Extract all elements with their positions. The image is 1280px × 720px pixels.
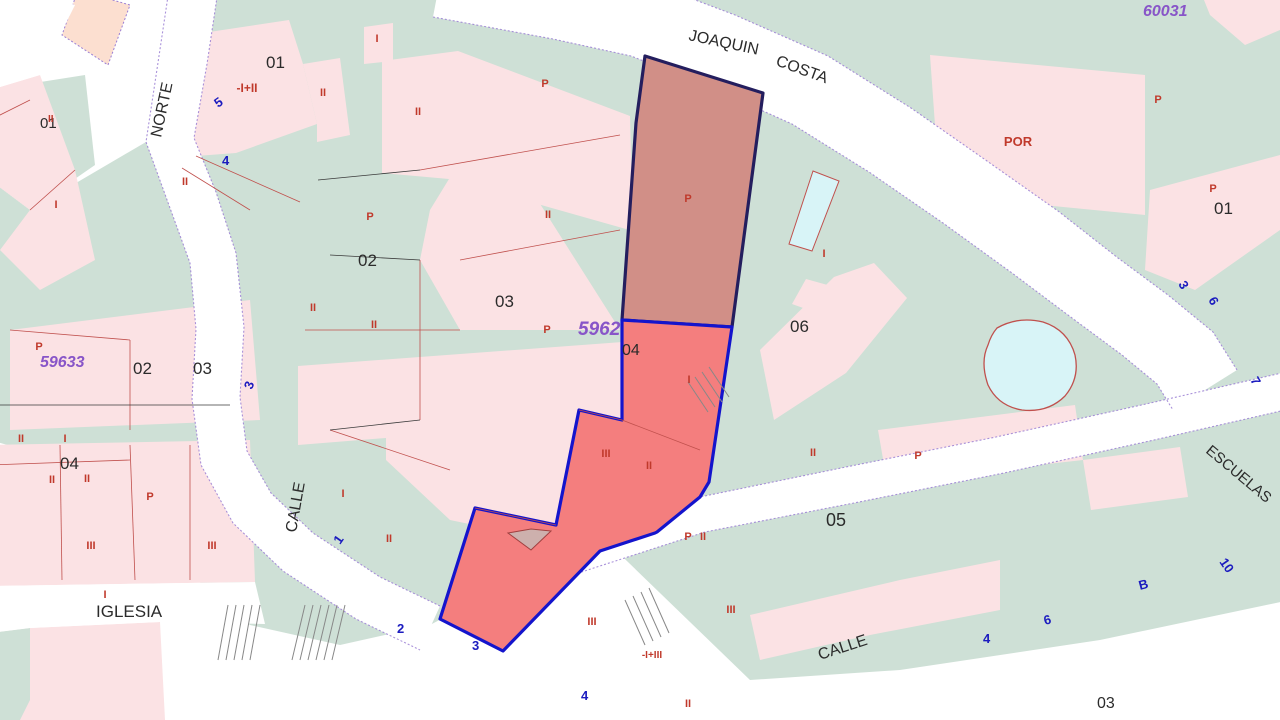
svg-text:02: 02 — [133, 359, 152, 378]
svg-text:4: 4 — [222, 153, 230, 168]
svg-text:P: P — [146, 491, 153, 503]
svg-text:01: 01 — [1214, 199, 1233, 218]
svg-text:I: I — [103, 589, 106, 601]
svg-text:59633: 59633 — [40, 354, 85, 371]
svg-text:II: II — [646, 460, 652, 472]
svg-text:2: 2 — [397, 621, 404, 636]
svg-text:P: P — [684, 531, 691, 543]
svg-text:03: 03 — [495, 292, 514, 311]
svg-text:II: II — [310, 302, 316, 314]
svg-text:03: 03 — [1097, 695, 1115, 712]
svg-text:03: 03 — [193, 359, 212, 378]
svg-text:II: II — [545, 209, 551, 221]
svg-text:P: P — [914, 450, 921, 462]
svg-text:II: II — [415, 106, 421, 118]
svg-text:II: II — [700, 531, 706, 543]
svg-text:POR: POR — [1004, 134, 1033, 149]
svg-text:I: I — [54, 199, 57, 211]
svg-text:I: I — [63, 433, 66, 445]
svg-text:III: III — [726, 604, 735, 616]
svg-text:IGLESIA: IGLESIA — [96, 602, 163, 621]
svg-text:60031: 60031 — [1143, 3, 1188, 20]
svg-text:4: 4 — [983, 631, 991, 646]
svg-text:II: II — [18, 433, 24, 445]
svg-text:06: 06 — [790, 317, 809, 336]
svg-text:01: 01 — [266, 53, 285, 72]
svg-text:II: II — [84, 473, 90, 485]
svg-text:P: P — [366, 211, 373, 223]
svg-text:04: 04 — [60, 454, 79, 473]
svg-text:5962: 5962 — [578, 319, 621, 340]
svg-text:P: P — [541, 78, 548, 90]
svg-text:III: III — [86, 540, 95, 552]
svg-text:I: I — [687, 374, 690, 386]
svg-text:II: II — [182, 176, 188, 188]
svg-text:-I+II: -I+II — [236, 81, 257, 95]
svg-text:III: III — [207, 540, 216, 552]
svg-text:-I+III: -I+III — [642, 650, 663, 661]
svg-text:05: 05 — [826, 510, 846, 530]
svg-text:II: II — [685, 698, 691, 710]
svg-text:P: P — [543, 324, 550, 336]
svg-text:P: P — [684, 193, 691, 205]
svg-text:P: P — [1154, 94, 1161, 106]
svg-text:II: II — [48, 114, 54, 125]
svg-text:I: I — [375, 33, 378, 45]
svg-text:III: III — [601, 448, 610, 460]
svg-text:II: II — [386, 533, 392, 545]
svg-text:04: 04 — [622, 342, 640, 359]
svg-text:3: 3 — [472, 638, 479, 653]
svg-text:I: I — [341, 488, 344, 500]
svg-text:II: II — [371, 319, 377, 331]
svg-text:02: 02 — [358, 251, 377, 270]
svg-text:II: II — [320, 87, 326, 99]
svg-text:III: III — [587, 616, 596, 628]
svg-text:II: II — [810, 447, 816, 459]
svg-text:P: P — [35, 341, 42, 353]
svg-text:II: II — [49, 474, 55, 486]
svg-text:I: I — [822, 248, 825, 260]
svg-text:4: 4 — [581, 688, 589, 703]
svg-text:P: P — [1209, 183, 1216, 195]
